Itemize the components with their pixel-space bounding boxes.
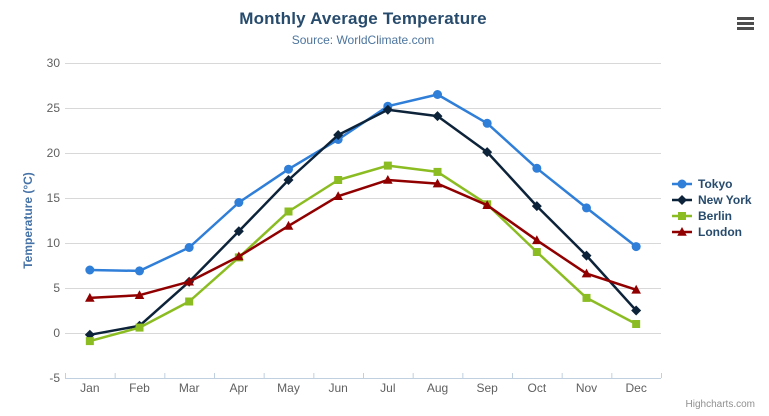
- point-tokyo-apr[interactable]: [234, 198, 244, 207]
- y-tick-label: 10: [47, 236, 61, 250]
- point-berlin-aug[interactable]: [433, 167, 442, 176]
- highcharts-credit[interactable]: Highcharts.com: [685, 399, 755, 410]
- point-berlin-jul[interactable]: [383, 161, 392, 170]
- x-tick-label: Apr: [229, 381, 248, 395]
- legend-label: Berlin: [698, 209, 733, 223]
- point-berlin-jan[interactable]: [85, 337, 94, 346]
- point-new-york-aug[interactable]: [432, 111, 443, 122]
- point-london-jul[interactable]: [383, 175, 393, 184]
- series-line-berlin: [88, 164, 638, 343]
- x-tick-label: Feb: [129, 381, 150, 395]
- chart-subtitle: Source: WorldClimate.com: [291, 33, 435, 47]
- point-tokyo-may[interactable]: [284, 164, 293, 174]
- series-line-new-york: [88, 108, 638, 337]
- legend-marker-triangle-icon: [672, 227, 692, 236]
- point-berlin-feb[interactable]: [135, 323, 144, 332]
- point-tokyo-jan[interactable]: [85, 265, 95, 275]
- legend-label: London: [698, 225, 742, 239]
- point-new-york-may[interactable]: [283, 175, 294, 185]
- y-tick-label: -5: [49, 371, 60, 385]
- x-tick-label: Nov: [576, 381, 597, 395]
- point-tokyo-nov[interactable]: [582, 203, 591, 213]
- series-line-london: [88, 178, 638, 300]
- y-tick-label: 15: [47, 191, 61, 205]
- point-london-mar[interactable]: [184, 276, 194, 286]
- point-london-dec[interactable]: [631, 284, 641, 294]
- point-berlin-mar[interactable]: [185, 297, 194, 306]
- point-tokyo-feb[interactable]: [135, 266, 144, 276]
- x-tick-label: Jun: [328, 381, 347, 395]
- legend-item-london[interactable]: London: [671, 224, 752, 240]
- point-berlin-oct[interactable]: [532, 248, 541, 256]
- point-london-may[interactable]: [283, 220, 294, 230]
- point-london-oct[interactable]: [532, 235, 542, 245]
- legend-marker-diamond-icon: [672, 195, 692, 205]
- point-new-york-apr[interactable]: [233, 226, 244, 237]
- point-london-sep[interactable]: [482, 200, 492, 209]
- legend-item-new-york[interactable]: New York: [671, 192, 752, 208]
- y-tick-label: 5: [53, 281, 60, 295]
- y-axis-title: Temperature (°C): [21, 172, 35, 269]
- x-tick-label: Oct: [527, 381, 546, 395]
- x-tick-label: Aug: [427, 381, 448, 395]
- point-tokyo-aug[interactable]: [433, 90, 442, 99]
- point-new-york-jun[interactable]: [333, 130, 344, 140]
- export-menu-button[interactable]: [735, 15, 754, 32]
- point-new-york-nov[interactable]: [581, 250, 592, 261]
- point-london-nov[interactable]: [581, 268, 592, 278]
- legend-label: Tokyo: [698, 177, 733, 191]
- y-tick-label: 20: [47, 146, 61, 160]
- legend-marker-square-icon: [672, 212, 692, 220]
- point-london-aug[interactable]: [432, 178, 443, 188]
- legend: Tokyo New York Berlin London: [671, 176, 752, 240]
- point-london-apr[interactable]: [234, 251, 244, 261]
- point-new-york-sep[interactable]: [482, 147, 493, 158]
- point-london-feb[interactable]: [134, 290, 145, 299]
- legend-item-berlin[interactable]: Berlin: [671, 208, 752, 224]
- hamburger-icon: [737, 17, 754, 30]
- x-tick-label: May: [277, 381, 300, 395]
- point-berlin-dec[interactable]: [632, 320, 641, 328]
- point-berlin-may[interactable]: [284, 207, 293, 216]
- point-tokyo-sep[interactable]: [482, 118, 492, 128]
- y-tick-label: 0: [53, 326, 60, 340]
- legend-label: New York: [698, 193, 752, 207]
- point-london-jan[interactable]: [85, 292, 95, 302]
- point-london-jun[interactable]: [333, 191, 343, 200]
- series-line-tokyo: [88, 93, 638, 273]
- x-tick-label: Mar: [179, 381, 200, 395]
- y-tick-label: 25: [47, 101, 61, 115]
- x-tick-label: Sep: [476, 381, 498, 395]
- x-tick-label: Dec: [625, 381, 646, 395]
- point-tokyo-oct[interactable]: [532, 163, 542, 173]
- point-new-york-jul[interactable]: [382, 104, 393, 115]
- legend-item-tokyo[interactable]: Tokyo: [671, 176, 752, 192]
- x-tick-label: Jan: [80, 381, 99, 395]
- chart-title: Monthly Average Temperature: [239, 9, 487, 28]
- point-new-york-oct[interactable]: [531, 201, 542, 212]
- y-tick-label: 30: [47, 56, 61, 70]
- legend-marker-circle-icon: [672, 179, 692, 189]
- point-new-york-dec[interactable]: [631, 305, 642, 316]
- point-berlin-nov[interactable]: [582, 293, 591, 302]
- point-berlin-jun[interactable]: [334, 176, 343, 184]
- x-tick-label: Jul: [380, 381, 395, 395]
- point-tokyo-dec[interactable]: [631, 242, 641, 252]
- point-tokyo-mar[interactable]: [184, 243, 194, 252]
